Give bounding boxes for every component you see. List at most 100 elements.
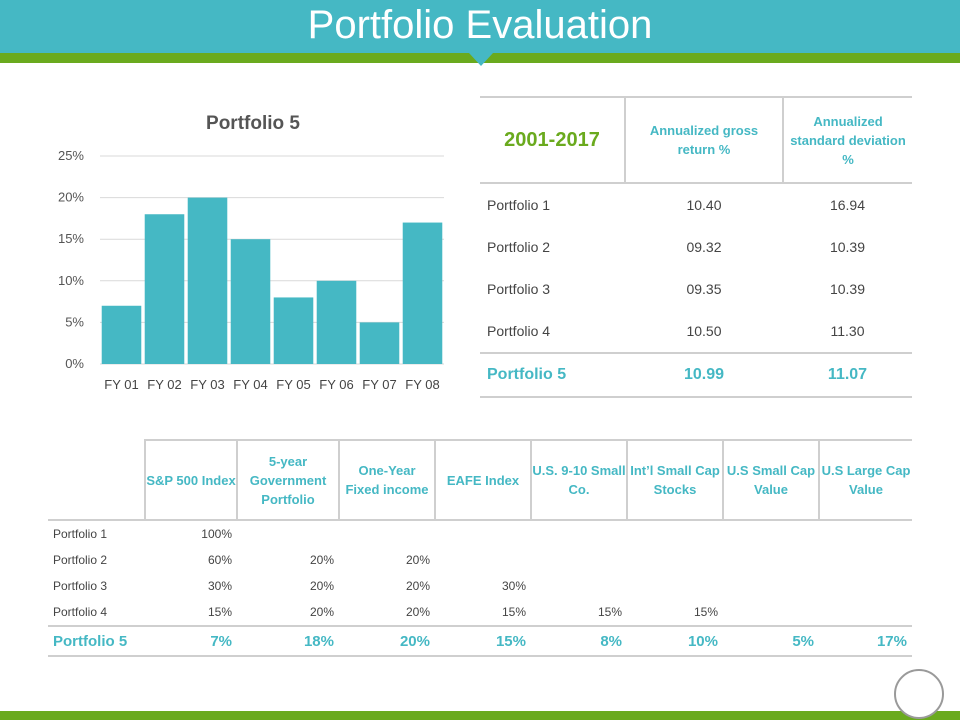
allocation-cell: [627, 547, 723, 573]
std-dev-cell: 11.07: [783, 352, 912, 398]
x-tick-label: FY 04: [233, 377, 267, 392]
gross-return-header: Annualized gross return %: [624, 96, 783, 184]
row-label: Portfolio 4: [53, 605, 108, 619]
allocation-cell: [819, 547, 912, 573]
allocation-cell: 15%: [693, 605, 718, 619]
allocation-cell: 30%: [501, 579, 526, 593]
footer-accent-line: [0, 711, 960, 720]
table-row: Portfolio 4 15% 20% 20% 15% 15% 15%: [48, 599, 912, 626]
std-dev-cell: 16.94: [829, 197, 866, 213]
table-row: Portfolio 4 10.50 11.30: [480, 310, 912, 353]
allocation-cell: [531, 520, 627, 547]
allocation-cell: [723, 573, 819, 599]
allocation-cell: 20%: [405, 605, 430, 619]
table-row: Portfolio 3 30% 20% 20% 30%: [48, 573, 912, 599]
allocation-cell: [723, 599, 819, 626]
bar: [359, 322, 400, 364]
column-header: Int’l Small Cap Stocks: [626, 439, 723, 521]
period-header: 2001-2017: [480, 96, 625, 184]
table-row: Portfolio 1 10.40 16.94: [480, 183, 912, 226]
y-tick-label: 15%: [58, 231, 84, 246]
allocation-cell: 15%: [435, 625, 531, 657]
x-tick-label: FY 06: [319, 377, 353, 392]
bar: [187, 197, 228, 364]
table-row: Portfolio 2 60% 20% 20%: [48, 547, 912, 573]
y-tick-label: 10%: [58, 273, 84, 288]
banner-pointer: [469, 53, 493, 66]
std-dev-header: Annualized standard deviation %: [782, 96, 912, 184]
column-header: S&P 500 Index: [144, 439, 237, 521]
allocation-cell: [627, 520, 723, 547]
column-header: One-Year Fixed income: [338, 439, 435, 521]
allocation-table: S&P 500 Index 5-year Government Portfoli…: [48, 439, 912, 657]
portfolio-5-bar-chart: 0% 5% 10% 15% 20% 25% FY 01 FY 02 FY 03 FY 04 FY 0…: [58, 148, 444, 392]
allocation-cell: [723, 547, 819, 573]
allocation-cell: 15%: [501, 605, 526, 619]
column-header: EAFE Index: [434, 439, 531, 521]
column-header: U.S. 9-10 Small Co.: [530, 439, 627, 521]
std-dev-cell: 10.39: [829, 281, 866, 297]
allocation-cell: 20%: [339, 625, 435, 657]
allocation-cell: [435, 547, 531, 573]
y-tick-label: 5%: [65, 314, 84, 329]
allocation-cell: 20%: [309, 553, 334, 567]
returns-header-row: 2001-2017 Annualized gross return % Annu…: [480, 96, 912, 184]
x-tick-label: FY 05: [276, 377, 310, 392]
y-tick-label: 0%: [65, 356, 84, 371]
bar: [230, 239, 271, 364]
allocation-cell: 8%: [531, 625, 627, 657]
row-label: Portfolio 4: [487, 323, 551, 339]
bar: [101, 305, 142, 364]
allocation-cell: 60%: [207, 553, 232, 567]
allocation-cell: 20%: [309, 579, 334, 593]
row-label: Portfolio 2: [487, 239, 551, 255]
allocation-cell: [531, 547, 627, 573]
x-tick-label: FY 08: [405, 377, 439, 392]
allocation-cell: [627, 573, 723, 599]
bar: [402, 222, 443, 364]
allocation-cell: [339, 520, 435, 547]
std-dev-cell: 11.30: [830, 323, 865, 339]
row-label: Portfolio 2: [53, 553, 108, 567]
allocation-cell: [531, 573, 627, 599]
bar: [316, 280, 357, 364]
row-label: Portfolio 1: [487, 197, 551, 213]
highlight-row: Portfolio 5 10.99 11.07: [480, 352, 912, 398]
gross-return-cell: 09.32: [686, 239, 722, 255]
column-header: U.S Small Cap Value: [722, 439, 819, 521]
allocation-cell: [237, 520, 339, 547]
allocation-cell: 30%: [207, 579, 232, 593]
allocation-header-row: S&P 500 Index 5-year Government Portfoli…: [48, 439, 912, 521]
page-title: Portfolio Evaluation: [307, 3, 653, 47]
row-label: Portfolio 3: [487, 281, 551, 297]
bar: [144, 214, 185, 364]
allocation-cell: 18%: [237, 625, 339, 657]
allocation-cell: [819, 573, 912, 599]
slide-nav-circle[interactable]: [894, 669, 944, 719]
row-label: Portfolio 1: [53, 527, 108, 541]
table-row: Portfolio 3 09.35 10.39: [480, 268, 912, 310]
row-label: Portfolio 5: [48, 625, 145, 657]
gross-return-cell: 10.50: [686, 323, 722, 339]
x-tick-label: FY 01: [104, 377, 138, 392]
table-row: Portfolio 1 100%: [48, 520, 912, 547]
allocation-cell: 15%: [207, 605, 232, 619]
std-dev-cell: 10.39: [829, 239, 866, 255]
allocation-cell: 100%: [201, 527, 232, 541]
allocation-cell: 7%: [145, 625, 237, 657]
allocation-cell: [819, 599, 912, 626]
allocation-cell: 17%: [819, 625, 912, 657]
allocation-cell: 20%: [405, 579, 430, 593]
y-tick-label: 20%: [58, 190, 84, 205]
allocation-cell: 20%: [309, 605, 334, 619]
column-header: 5-year Government Portfolio: [236, 439, 339, 521]
bar: [273, 297, 314, 364]
x-tick-label: FY 02: [147, 377, 181, 392]
row-label: Portfolio 5: [480, 352, 625, 398]
x-tick-label: FY 07: [362, 377, 396, 392]
x-tick-label: FY 03: [190, 377, 224, 392]
table-row: Portfolio 2 09.32 10.39: [480, 226, 912, 268]
row-label: Portfolio 3: [53, 579, 108, 593]
corner-cell: [48, 440, 145, 521]
allocation-cell: 15%: [597, 605, 622, 619]
